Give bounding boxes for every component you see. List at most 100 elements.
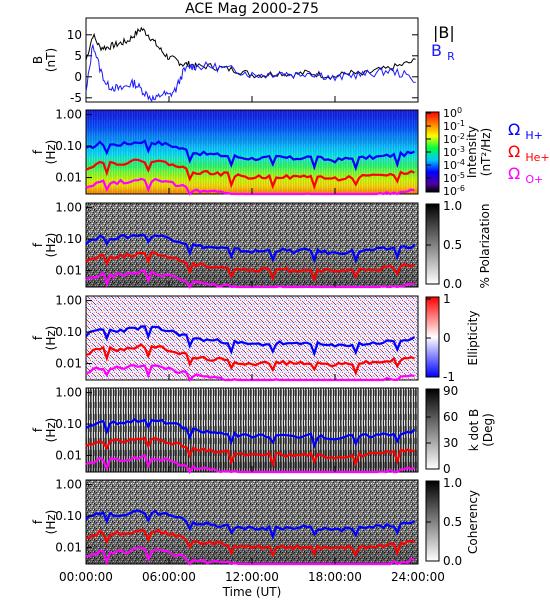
b-field-y-tick: 0 — [74, 70, 418, 84]
kdotb-freq-tick-label: 0.01 — [55, 449, 82, 463]
legend-b-r: B R — [431, 41, 455, 63]
kdotb-cbar-tick-label: 90 — [443, 384, 458, 398]
b-field-ylabel-b: B — [31, 56, 45, 64]
polarization-ylabel-f: f — [31, 242, 45, 247]
intensity-cbar-tick-base: 10 — [443, 133, 457, 146]
kdotb-colorbar-unit: (Deg) — [481, 413, 495, 447]
polarization-cbar-tick-label: 0.5 — [443, 238, 462, 252]
intensity-cbar-tick-exp: 0 — [457, 106, 462, 115]
polarization-freq-tick: 1.00 — [55, 201, 92, 215]
coherency-colorbar-ticks: 1.0 0.5 0.0 — [426, 476, 462, 568]
intensity-cbar-tick-exp: -1 — [457, 119, 465, 128]
coherency-freq-tick-label: 0.01 — [55, 541, 82, 555]
intensity-cbar-tick-label: 10-1 — [443, 119, 465, 133]
intensity-cbar-tick-base: 10 — [443, 146, 457, 159]
ellipticity-colorbar-bar — [425, 296, 440, 378]
ellipticity-cbar-tick-label: 1 — [443, 292, 451, 306]
coherency-ylabel-f: f — [31, 519, 45, 524]
ellipticity-colorbar-title: Ellipticity — [466, 311, 480, 366]
coherency-cbar-tick-label: 1.0 — [443, 476, 462, 490]
intensity-ylabel-unit: (Hz) — [44, 140, 58, 165]
intensity-freq-tick-label: 0.01 — [55, 171, 82, 185]
b-total-series-line — [85, 26, 416, 81]
time-axis-tick-label: 06:00:00 — [142, 570, 196, 584]
coherency-shading — [86, 480, 418, 564]
b-field-y-tick-label: 10 — [67, 28, 82, 42]
time-axis-ticks: 00:00:00 06:00:00 12:00:00 18:00:00 24:00:00 — [59, 96, 445, 584]
coherency-freq-tick: 0.10 — [55, 509, 92, 523]
kdotb-omega-h-gyro-line — [85, 418, 416, 450]
legend-omega-o: Ω O+ — [508, 164, 543, 186]
intensity-freq-tick: 1.00 — [55, 108, 92, 122]
legend-b-r-sub: R — [447, 50, 455, 63]
legend-b-r-main: B — [431, 41, 442, 60]
kdotb-freq-tick: 1.00 — [55, 386, 92, 400]
time-axis-tick: 06:00:00 — [142, 96, 196, 584]
coherency-freq-tick: 1.00 — [55, 478, 92, 492]
intensity-freq-tick: 0.01 — [55, 171, 92, 185]
polarization-shading — [86, 203, 418, 287]
b-r-series-line — [85, 43, 416, 103]
kdotb-omega-o-gyro-line — [85, 454, 415, 475]
b-field-y-tick-label: 5 — [74, 49, 82, 63]
legend-omega-o-symbol: Ω — [508, 164, 520, 183]
polarization-freq-tick-label: 0.10 — [55, 232, 82, 246]
intensity-noise-overlay — [86, 110, 418, 194]
ellipticity-freq-tick-label: 0.10 — [55, 325, 82, 339]
coherency-omega-h-gyro-line — [85, 509, 416, 541]
coherency-freq-tick-label: 1.00 — [55, 478, 82, 492]
ellipticity-freq-tick: 1.00 — [55, 294, 92, 308]
kdotb-omega-he-gyro-line — [85, 436, 415, 469]
polarization-cbar-tick-label: 0.0 — [443, 277, 462, 291]
legend-omega-he-sub: He+ — [525, 151, 549, 164]
b-field-y-tick-label: 0 — [74, 70, 82, 84]
time-axis-tick-label: 12:00:00 — [225, 570, 279, 584]
time-axis-tick-label: 24:00:00 — [391, 570, 445, 584]
intensity-omega-o-gyro-line — [85, 177, 415, 196]
intensity-omega-h-gyro-line — [85, 139, 415, 172]
ellipticity-freq-tick-label: 1.00 — [55, 294, 82, 308]
coherency-freq-tick-label: 0.10 — [55, 509, 82, 523]
intensity-cbar-tick-base: 10 — [443, 120, 457, 133]
intensity-cbar-tick-exp: -3 — [457, 145, 465, 154]
b-field-y-tick: 10 — [67, 28, 418, 42]
ellipticity-colorbar: 1 0 -1 Ellipticity — [425, 292, 480, 384]
time-axis-tick-label: 00:00:00 — [59, 570, 113, 584]
intensity-cbar-tick-label: 10-6 — [443, 184, 465, 198]
polarization-colorbar-ticks: 1.0 0.5 0.0 — [426, 199, 462, 291]
polarization-omega-h-gyro-line — [85, 233, 416, 264]
polarization-freq-tick-label: 1.00 — [55, 201, 82, 215]
time-axis-tick-label: 18:00:00 — [308, 570, 362, 584]
legend-b-total: |B| — [433, 23, 455, 42]
ellipticity-cbar-tick-label: -1 — [443, 370, 455, 384]
kdotb-colorbar-bar — [425, 388, 440, 470]
legend-omega-o-sub: O+ — [525, 173, 543, 186]
legend-omega-h-symbol: Ω — [508, 120, 520, 139]
ellipticity-ylabel-unit: (Hz) — [44, 326, 58, 351]
coherency-freq-tick: 0.01 — [55, 541, 92, 555]
coherency-omega-o-gyro-line — [85, 546, 415, 566]
kdotb-freq-tick-label: 1.00 — [55, 386, 82, 400]
intensity-freq-tick-label: 1.00 — [55, 108, 82, 122]
intensity-cbar-tick-label: 10-2 — [443, 132, 465, 146]
kdotb-cbar-tick-label: 60 — [443, 410, 458, 424]
time-axis-tick: 18:00:00 — [308, 96, 362, 584]
coherency-colorbar-title: Coherency — [466, 490, 480, 554]
coherency-cbar-tick-label: 0.0 — [443, 554, 462, 568]
intensity-cbar-tick-exp: -5 — [457, 171, 465, 180]
intensity-cbar-tick-base: 10 — [443, 159, 457, 172]
kdotb-shading — [86, 388, 418, 472]
coherency-ylabel-unit: (Hz) — [44, 510, 58, 535]
figure-title: ACE Mag 2000-275 — [185, 1, 319, 17]
polarization-ylabel-unit: (Hz) — [44, 233, 58, 258]
ellipticity-ylabel-f: f — [31, 335, 45, 340]
legend-omega-he: Ω He+ — [508, 142, 550, 164]
polarization-freq-tick: 0.10 — [55, 232, 92, 246]
polarization-colorbar-bar — [425, 203, 440, 285]
panel-polarization: f (Hz) 1.0 0.5 0.0 % Polarization — [31, 199, 492, 291]
kdotb-colorbar-ticks: 90 60 30 0 — [426, 384, 458, 476]
polarization-cbar-tick-label: 1.0 — [443, 199, 462, 213]
legend-omega-he-symbol: Ω — [508, 142, 520, 161]
